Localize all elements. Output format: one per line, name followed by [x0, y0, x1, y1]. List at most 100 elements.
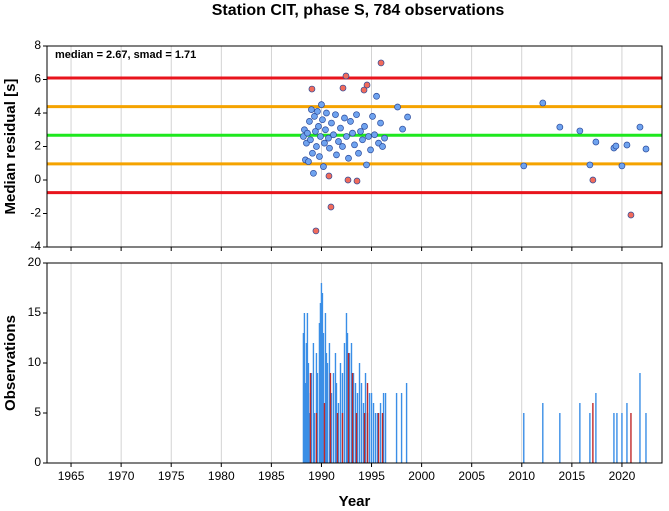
x-axis-title: Year: [339, 493, 371, 510]
point: [349, 129, 356, 137]
point: [586, 161, 594, 169]
x-tick-label: 1965: [58, 469, 85, 483]
x-tick-label: 1970: [108, 469, 135, 483]
y-tick-label: 8: [34, 38, 41, 52]
point: [367, 146, 374, 154]
point: [592, 138, 600, 146]
annotation: median = 2.67, smad = 1.71: [55, 49, 196, 61]
point: [369, 112, 376, 120]
point: [520, 162, 528, 170]
x-tick-label: 2000: [408, 469, 435, 483]
y-tick-label: -4: [30, 239, 41, 253]
point: [314, 107, 321, 115]
point: [339, 143, 346, 150]
point: [310, 169, 317, 177]
point: [325, 134, 332, 142]
point: [377, 119, 384, 127]
point: [318, 101, 325, 108]
point: [306, 118, 313, 125]
point: [319, 116, 326, 124]
point: [576, 127, 584, 135]
point: [612, 142, 620, 150]
point: [642, 145, 650, 153]
point: [342, 72, 350, 80]
x-tick-label: 1995: [358, 469, 385, 483]
point: [359, 136, 366, 144]
point: [365, 133, 372, 140]
point: [304, 129, 311, 137]
y-tick-label: 0: [34, 455, 41, 469]
point: [351, 141, 358, 149]
chart-title: Station CIT, phase S, 784 observations: [212, 2, 505, 19]
point: [305, 158, 312, 165]
point: [341, 114, 348, 122]
point: [399, 125, 406, 133]
y-tick-label: 5: [34, 405, 41, 419]
point: [315, 123, 322, 130]
point: [623, 141, 631, 149]
point: [309, 149, 316, 157]
y-tick-label: -2: [30, 206, 41, 220]
point: [345, 154, 352, 162]
point: [394, 103, 401, 111]
point: [377, 59, 385, 67]
point: [627, 211, 635, 219]
point: [379, 143, 386, 150]
plot-area: [47, 263, 662, 463]
plot-frame: [46, 262, 663, 464]
point: [355, 149, 362, 157]
point: [339, 84, 347, 92]
point: [363, 81, 371, 89]
plot-frame: [46, 45, 663, 248]
point: [316, 153, 323, 160]
y-tick-label: 15: [28, 305, 42, 319]
y-tick-label: 0: [34, 172, 41, 186]
point: [308, 85, 316, 93]
y-tick-label: 2: [34, 139, 41, 153]
point: [332, 111, 339, 119]
point: [337, 124, 344, 132]
point: [311, 112, 318, 120]
point: [326, 144, 333, 152]
point: [589, 176, 597, 184]
y-axis-title: Observations: [2, 315, 19, 411]
point: [327, 203, 335, 211]
point: [320, 163, 327, 170]
x-tick-label: 1975: [158, 469, 185, 483]
y-tick-label: 4: [34, 105, 41, 119]
point: [373, 92, 380, 100]
point: [371, 131, 378, 139]
point: [333, 151, 340, 159]
point: [312, 227, 320, 235]
point: [361, 123, 368, 130]
x-tick-label: 1980: [208, 469, 235, 483]
point: [313, 143, 320, 150]
y-tick-label: 10: [28, 355, 42, 369]
point: [353, 111, 360, 119]
point: [363, 161, 370, 169]
x-tick-label: 2005: [458, 469, 485, 483]
point: [335, 138, 342, 145]
point: [323, 109, 330, 117]
point: [344, 176, 352, 184]
y-tick-label: 6: [34, 72, 41, 86]
point: [381, 134, 388, 142]
x-tick-label: 1985: [258, 469, 285, 483]
point: [328, 119, 335, 127]
point: [330, 131, 337, 139]
point: [325, 172, 333, 180]
x-tick-label: 2010: [508, 469, 535, 483]
x-tick-label: 2020: [609, 469, 636, 483]
point: [618, 162, 626, 170]
point: [357, 128, 364, 135]
point: [539, 99, 547, 107]
point: [308, 106, 315, 114]
point: [322, 126, 329, 134]
x-tick-label: 2015: [559, 469, 586, 483]
point: [317, 133, 324, 140]
point: [636, 123, 644, 131]
x-tick-label: 1990: [308, 469, 335, 483]
point: [353, 177, 361, 185]
